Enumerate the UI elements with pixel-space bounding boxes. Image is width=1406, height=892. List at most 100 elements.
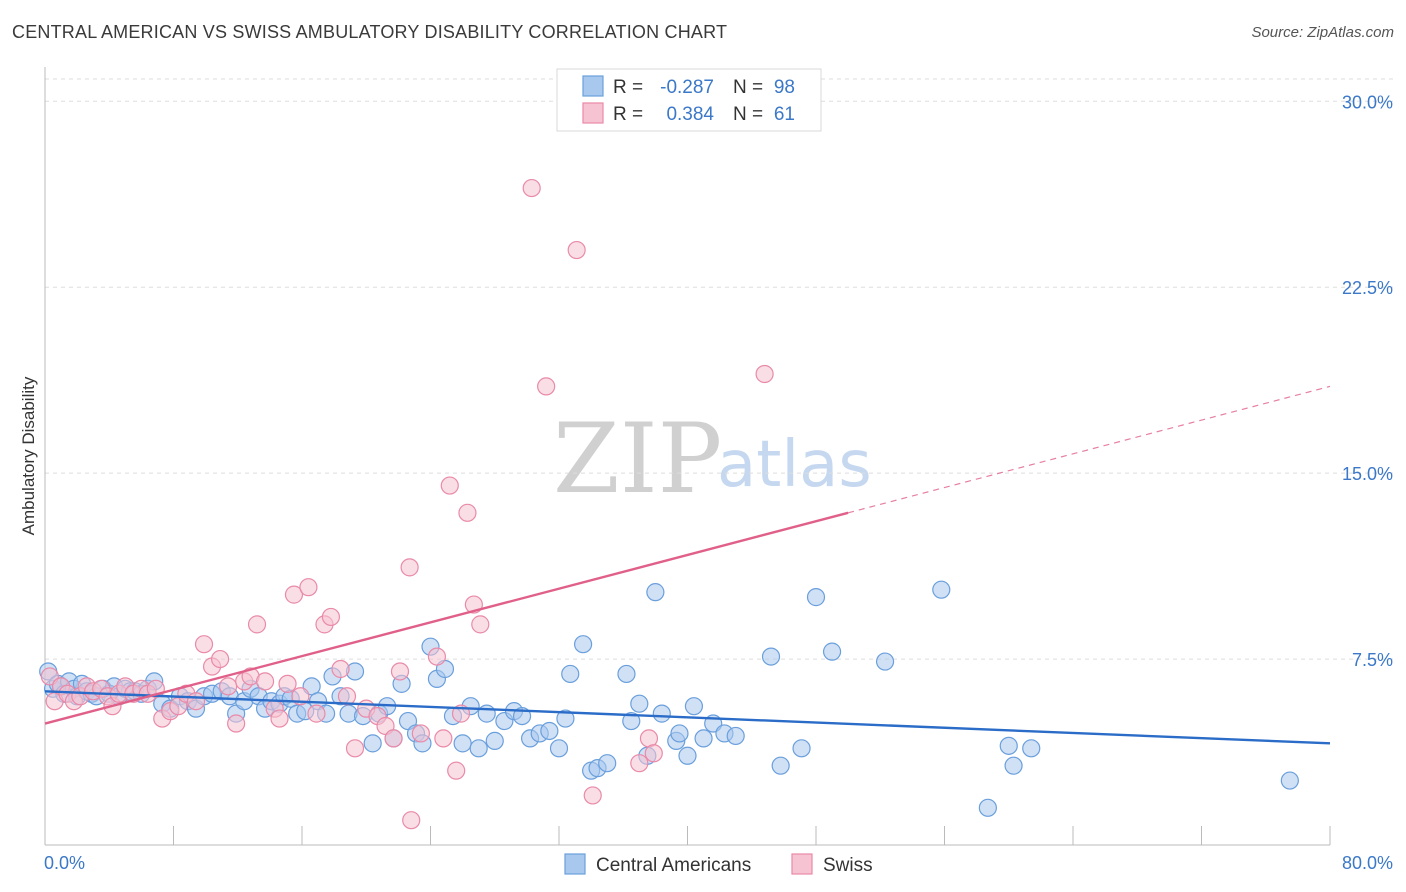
y-tick-label: 30.0% (1342, 92, 1393, 112)
data-point (978, 798, 997, 817)
data-point (337, 687, 357, 706)
data-point (1022, 739, 1041, 758)
data-point (299, 578, 318, 597)
data-point (440, 476, 459, 495)
data-point (278, 674, 297, 693)
data-point (284, 585, 304, 604)
data-point (247, 615, 267, 634)
y-tick-label: 22.5% (1342, 278, 1393, 298)
data-point (453, 734, 472, 753)
data-point (630, 694, 649, 713)
swiss-points (40, 178, 774, 830)
legend-n-value: 98 (774, 77, 795, 98)
trend-line (44, 511, 849, 725)
legend-swatch-swiss (791, 853, 813, 875)
data-point (270, 709, 289, 728)
trend-line (44, 690, 1331, 745)
data-point (644, 744, 663, 763)
chart-title: CENTRAL AMERICAN VS SWISS AMBULATORY DIS… (12, 22, 728, 42)
data-point (549, 739, 569, 758)
data-point (875, 652, 895, 671)
data-point (477, 704, 496, 723)
data-point (630, 754, 649, 773)
data-point (684, 697, 704, 716)
data-point (458, 503, 477, 522)
data-point (694, 729, 713, 748)
data-point (434, 729, 453, 748)
trend-line-extension (847, 385, 1331, 514)
data-point (402, 811, 421, 830)
data-point (471, 615, 490, 634)
legend-r-value: -0.287 (660, 77, 714, 98)
data-point (485, 731, 504, 750)
data-point (556, 709, 575, 728)
data-point (999, 736, 1018, 755)
data-point (400, 558, 419, 577)
data-point (583, 786, 602, 805)
data-point (622, 711, 641, 731)
legend-swatch-pink (582, 102, 604, 124)
y-tick-label: 15.0% (1342, 464, 1393, 484)
grid-lines (45, 78, 1395, 660)
data-point (771, 756, 790, 775)
data-point (652, 704, 671, 723)
data-point (522, 178, 541, 198)
data-point (932, 580, 951, 599)
data-point (755, 364, 774, 384)
data-point (540, 721, 559, 741)
data-point (670, 724, 689, 743)
y-tick-label: 7.5% (1352, 650, 1393, 670)
legend-n-label: N = (733, 104, 763, 125)
data-point (307, 704, 326, 723)
legend-r-label: R = (613, 104, 643, 125)
data-point (384, 729, 403, 748)
legend-swatch-central-americans (564, 853, 586, 875)
tick-labels: 7.5% 15.0% 22.5% 30.0% 0.0% 80.0% (44, 92, 1393, 873)
trend-lines (44, 385, 1331, 745)
data-point (227, 714, 246, 733)
x-tick-label: 80.0% (1342, 853, 1393, 873)
data-point (1280, 771, 1299, 790)
legend-r-value: 0.384 (666, 104, 714, 125)
data-point (447, 761, 466, 780)
data-point (617, 664, 636, 684)
data-point (567, 240, 586, 260)
chart-source: Source: ZipAtlas.com (1251, 24, 1394, 41)
data-point (573, 635, 593, 654)
watermark: ZIP atlas (553, 403, 872, 515)
series-legend: Central Americans Swiss (564, 853, 873, 876)
data-point (537, 377, 556, 396)
data-point (678, 746, 697, 765)
data-point (210, 649, 230, 669)
data-point (194, 635, 214, 654)
x-tick-label: 0.0% (44, 853, 85, 873)
data-point (792, 739, 811, 758)
data-point (806, 588, 826, 607)
axes (44, 67, 1331, 846)
data-point (411, 724, 430, 743)
data-point (331, 659, 350, 679)
data-point (761, 647, 781, 666)
data-point (345, 739, 365, 758)
data-point (822, 642, 842, 661)
legend-swatch-blue (582, 75, 604, 97)
data-point (726, 726, 745, 746)
data-point (363, 734, 382, 753)
data-point (186, 692, 206, 711)
legend-r-label: R = (613, 77, 643, 98)
legend-n-value: 61 (774, 104, 795, 125)
data-point (469, 739, 488, 758)
data-point (561, 664, 580, 684)
data-point (1004, 756, 1023, 775)
data-point (390, 662, 410, 681)
watermark-atlas: atlas (717, 428, 872, 502)
data-point (321, 607, 341, 627)
data-point (255, 672, 275, 691)
data-point (598, 754, 617, 773)
y-axis-label: Ambulatory Disability (19, 376, 38, 535)
legend-n-label: N = (733, 77, 763, 98)
data-point (646, 583, 665, 602)
legend-label-swiss: Swiss (823, 855, 873, 876)
data-point (427, 647, 447, 666)
